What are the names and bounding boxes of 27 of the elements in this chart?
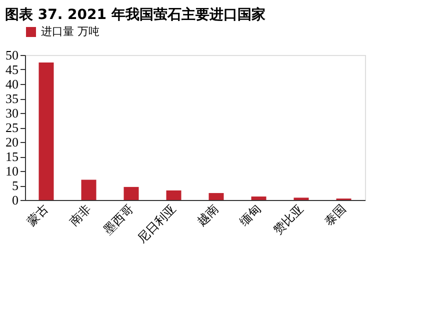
bar: [208, 193, 224, 200]
x-tick-label: 墨西哥: [100, 202, 136, 237]
y-tick-label: 15: [6, 149, 18, 164]
y-tick-label: 35: [6, 91, 18, 106]
x-tick-label: 赞比亚: [270, 202, 306, 237]
bar: [38, 62, 54, 200]
y-tick-label: 50: [6, 48, 18, 62]
bar: [81, 180, 96, 200]
y-tick-label: 10: [6, 164, 18, 178]
x-tick-label: 泰国: [322, 202, 349, 228]
y-tick-label: 25: [6, 120, 18, 135]
x-tick-label: 南非: [66, 202, 94, 228]
x-tick-label: 蒙古: [24, 202, 52, 228]
bar: [124, 186, 139, 200]
x-tick-label: 越南: [194, 202, 222, 228]
y-tick-label: 40: [6, 76, 18, 92]
y-tick-label: 30: [6, 106, 18, 120]
bar: [251, 196, 266, 200]
bar: [166, 190, 182, 200]
x-tick-label: 尼日利亚: [134, 202, 179, 246]
legend-label: 进口量 万吨: [41, 25, 100, 38]
x-tick-label: 缅甸: [236, 202, 264, 228]
y-tick-label: 0: [12, 192, 18, 208]
y-tick-label: 45: [6, 62, 18, 77]
y-tick-label: 5: [12, 178, 18, 193]
y-tick-label: 20: [6, 134, 18, 150]
chart-title: 图表 37. 2021 年我国萤石主要进口国家: [5, 6, 266, 23]
